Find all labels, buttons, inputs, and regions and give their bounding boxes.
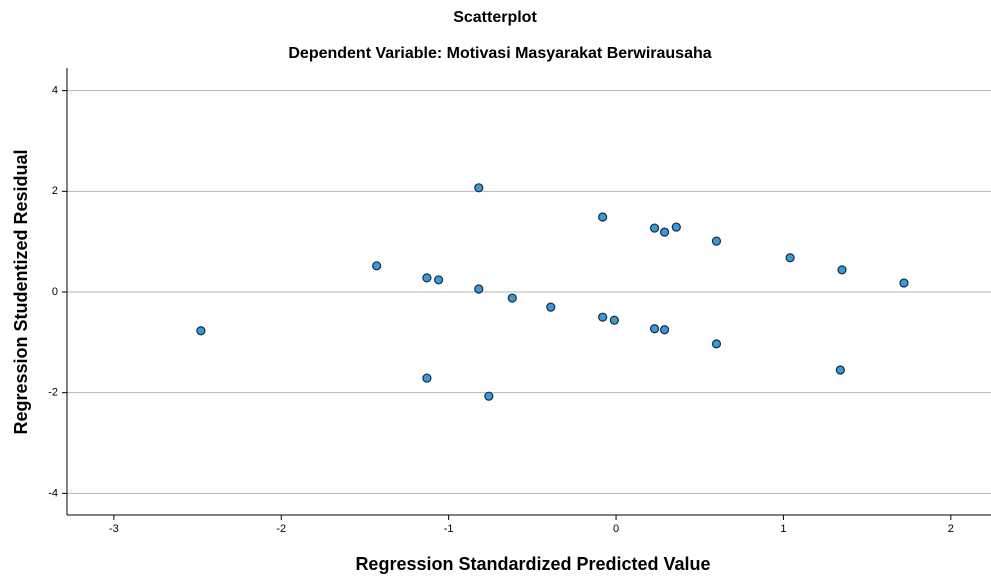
point [659, 227, 670, 237]
point [649, 324, 660, 334]
y-axis-label: Regression Studentized Residual [11, 149, 31, 434]
point [372, 261, 382, 271]
point [649, 223, 660, 233]
x-tick-label: 2 [948, 523, 954, 535]
point [507, 293, 517, 303]
point [196, 326, 206, 336]
point [671, 222, 681, 232]
chart-subtitle: Dependent Variable: Motivasi Masyarakat … [288, 45, 711, 62]
point [609, 315, 619, 325]
x-tick-label: 1 [780, 523, 786, 535]
x-axis-label: Regression Standardized Predicted Value [355, 554, 710, 574]
point [785, 253, 795, 263]
chart-title: Scatterplot [453, 9, 537, 26]
y-tick-label: 0 [52, 286, 58, 298]
point [835, 365, 845, 375]
point [434, 275, 444, 285]
point [546, 302, 556, 312]
x-tick-label: -3 [109, 523, 119, 535]
y-tick-label: -4 [48, 487, 58, 499]
point [659, 325, 670, 335]
point [598, 312, 608, 322]
x-tick-label: -2 [276, 523, 286, 535]
point [422, 373, 432, 383]
point [474, 183, 484, 193]
point [711, 236, 722, 246]
y-tick-label: 2 [52, 185, 58, 197]
point [837, 265, 847, 275]
x-tick-label: -1 [444, 523, 454, 535]
y-tick-label: 4 [52, 85, 58, 97]
x-tick-label: 0 [613, 523, 619, 535]
point [484, 391, 494, 401]
point [422, 273, 432, 283]
point [474, 284, 484, 294]
point [899, 278, 909, 288]
point [711, 339, 722, 349]
y-tick-label: -2 [48, 387, 58, 399]
point [598, 212, 608, 222]
